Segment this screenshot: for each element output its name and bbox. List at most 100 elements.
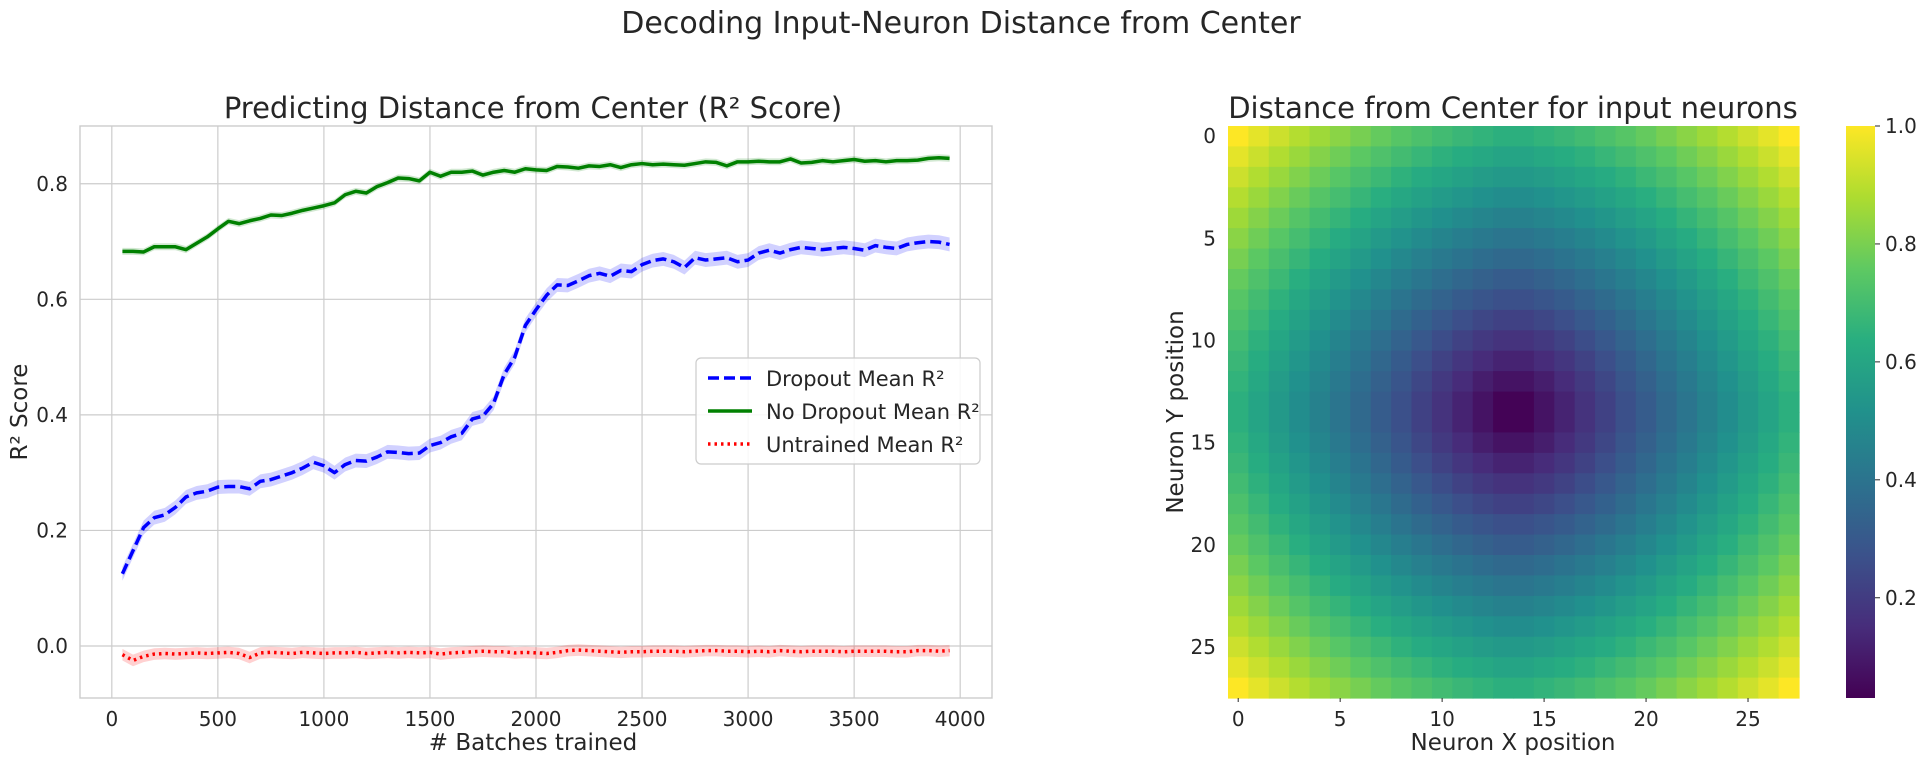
heatmap-cell bbox=[1635, 412, 1657, 434]
heatmap-cell bbox=[1697, 514, 1719, 536]
heatmap-cell bbox=[1493, 493, 1515, 515]
heatmap-cell bbox=[1493, 309, 1515, 331]
heatmap-cell bbox=[1676, 555, 1698, 577]
heatmap-cell bbox=[1431, 330, 1453, 352]
heatmap-cell bbox=[1615, 269, 1637, 291]
heatmap-cell bbox=[1717, 595, 1739, 617]
heatmap-cell bbox=[1717, 412, 1739, 434]
heatmap-cell bbox=[1533, 248, 1555, 270]
heatmap-cell bbox=[1411, 330, 1433, 352]
heatmap-x-tick-label: 5 bbox=[1334, 707, 1347, 731]
heatmap-cell bbox=[1228, 228, 1249, 250]
heatmap-cell bbox=[1452, 146, 1474, 168]
heatmap-cell bbox=[1431, 289, 1453, 311]
heatmap-cell bbox=[1676, 636, 1698, 658]
heatmap-cell bbox=[1391, 269, 1413, 291]
heatmap-cell bbox=[1472, 371, 1494, 393]
heatmap-cell bbox=[1635, 493, 1657, 515]
line-chart-title: Predicting Distance from Center (R² Scor… bbox=[224, 91, 842, 125]
heatmap-cell bbox=[1329, 616, 1351, 638]
heatmap-cell bbox=[1513, 452, 1535, 474]
heatmap-cell bbox=[1350, 350, 1372, 372]
heatmap-cell bbox=[1533, 493, 1555, 515]
heatmap-cell bbox=[1595, 452, 1617, 474]
heatmap-cell bbox=[1228, 493, 1249, 515]
heatmap-cell bbox=[1533, 228, 1555, 250]
heatmap-cell bbox=[1533, 146, 1555, 168]
heatmap-cell bbox=[1737, 452, 1759, 474]
heatmap-cell bbox=[1676, 350, 1698, 372]
heatmap-cell bbox=[1431, 228, 1453, 250]
heatmap-cell bbox=[1737, 269, 1759, 291]
heatmap-cell bbox=[1554, 493, 1576, 515]
heatmap-cell bbox=[1697, 146, 1719, 168]
heatmap-cell bbox=[1697, 126, 1719, 148]
heatmap-cell bbox=[1309, 228, 1331, 250]
heatmap-cell bbox=[1228, 166, 1249, 188]
heatmap-cell bbox=[1697, 555, 1719, 577]
heatmap-cell bbox=[1778, 371, 1800, 393]
heatmap-cell bbox=[1635, 616, 1657, 638]
heatmap-cell bbox=[1228, 432, 1249, 454]
heatmap-cell bbox=[1350, 677, 1372, 699]
heatmap-cell bbox=[1289, 126, 1311, 148]
heatmap-cell bbox=[1737, 187, 1759, 209]
heatmap-cell bbox=[1391, 636, 1413, 658]
heatmap-cell bbox=[1329, 289, 1351, 311]
heatmap-cell bbox=[1697, 207, 1719, 229]
series-band-1 bbox=[122, 154, 950, 256]
heatmap-cell bbox=[1574, 391, 1596, 413]
heatmap-cell bbox=[1411, 126, 1433, 148]
heatmap-cell bbox=[1228, 391, 1249, 413]
heatmap-cell bbox=[1635, 534, 1657, 556]
heatmap-cell bbox=[1656, 350, 1678, 372]
heatmap-cell bbox=[1452, 432, 1474, 454]
heatmap-cell bbox=[1350, 289, 1372, 311]
heatmap-cell bbox=[1472, 207, 1494, 229]
heatmap-cell bbox=[1574, 166, 1596, 188]
heatmap-cell bbox=[1513, 371, 1535, 393]
heatmap-cell bbox=[1472, 187, 1494, 209]
heatmap-cell bbox=[1717, 146, 1739, 168]
heatmap-cell bbox=[1615, 391, 1637, 413]
heatmap-cell bbox=[1574, 677, 1596, 699]
heatmap-cell bbox=[1778, 595, 1800, 617]
heatmap-cell bbox=[1513, 432, 1535, 454]
heatmap-cell bbox=[1228, 616, 1249, 638]
heatmap-cell bbox=[1635, 636, 1657, 658]
heatmap-cell bbox=[1635, 269, 1657, 291]
heatmap-cell bbox=[1635, 391, 1657, 413]
heatmap-cell bbox=[1452, 473, 1474, 495]
heatmap-cell bbox=[1595, 432, 1617, 454]
heatmap-cell bbox=[1615, 289, 1637, 311]
heatmap-cell bbox=[1513, 248, 1535, 270]
heatmap-cell bbox=[1737, 146, 1759, 168]
heatmap-cell bbox=[1472, 412, 1494, 434]
heatmap-cell bbox=[1370, 595, 1392, 617]
heatmap-cell bbox=[1595, 534, 1617, 556]
heatmap-cell bbox=[1268, 248, 1290, 270]
heatmap-cell bbox=[1248, 473, 1270, 495]
heatmap-cell bbox=[1737, 432, 1759, 454]
heatmap-cell bbox=[1309, 473, 1331, 495]
heatmap-cell bbox=[1411, 595, 1433, 617]
heatmap-cell bbox=[1513, 269, 1535, 291]
heatmap-cell bbox=[1431, 636, 1453, 658]
heatmap-cell bbox=[1717, 514, 1739, 536]
heatmap-cell bbox=[1289, 412, 1311, 434]
heatmap-cell bbox=[1228, 350, 1249, 372]
heatmap-cell bbox=[1329, 371, 1351, 393]
heatmap-x-tick-label: 0 bbox=[1232, 707, 1245, 731]
heatmap-cell bbox=[1737, 330, 1759, 352]
heatmap-cell bbox=[1513, 493, 1535, 515]
heatmap-cell bbox=[1635, 555, 1657, 577]
heatmap-cell bbox=[1452, 677, 1474, 699]
heatmap-cell bbox=[1248, 371, 1270, 393]
heatmap-cell bbox=[1391, 126, 1413, 148]
heatmap-cell bbox=[1533, 207, 1555, 229]
heatmap-y-tick-label: 25 bbox=[1191, 635, 1216, 659]
heatmap-cell bbox=[1493, 350, 1515, 372]
heatmap-cell bbox=[1370, 473, 1392, 495]
heatmap-cell bbox=[1737, 636, 1759, 658]
